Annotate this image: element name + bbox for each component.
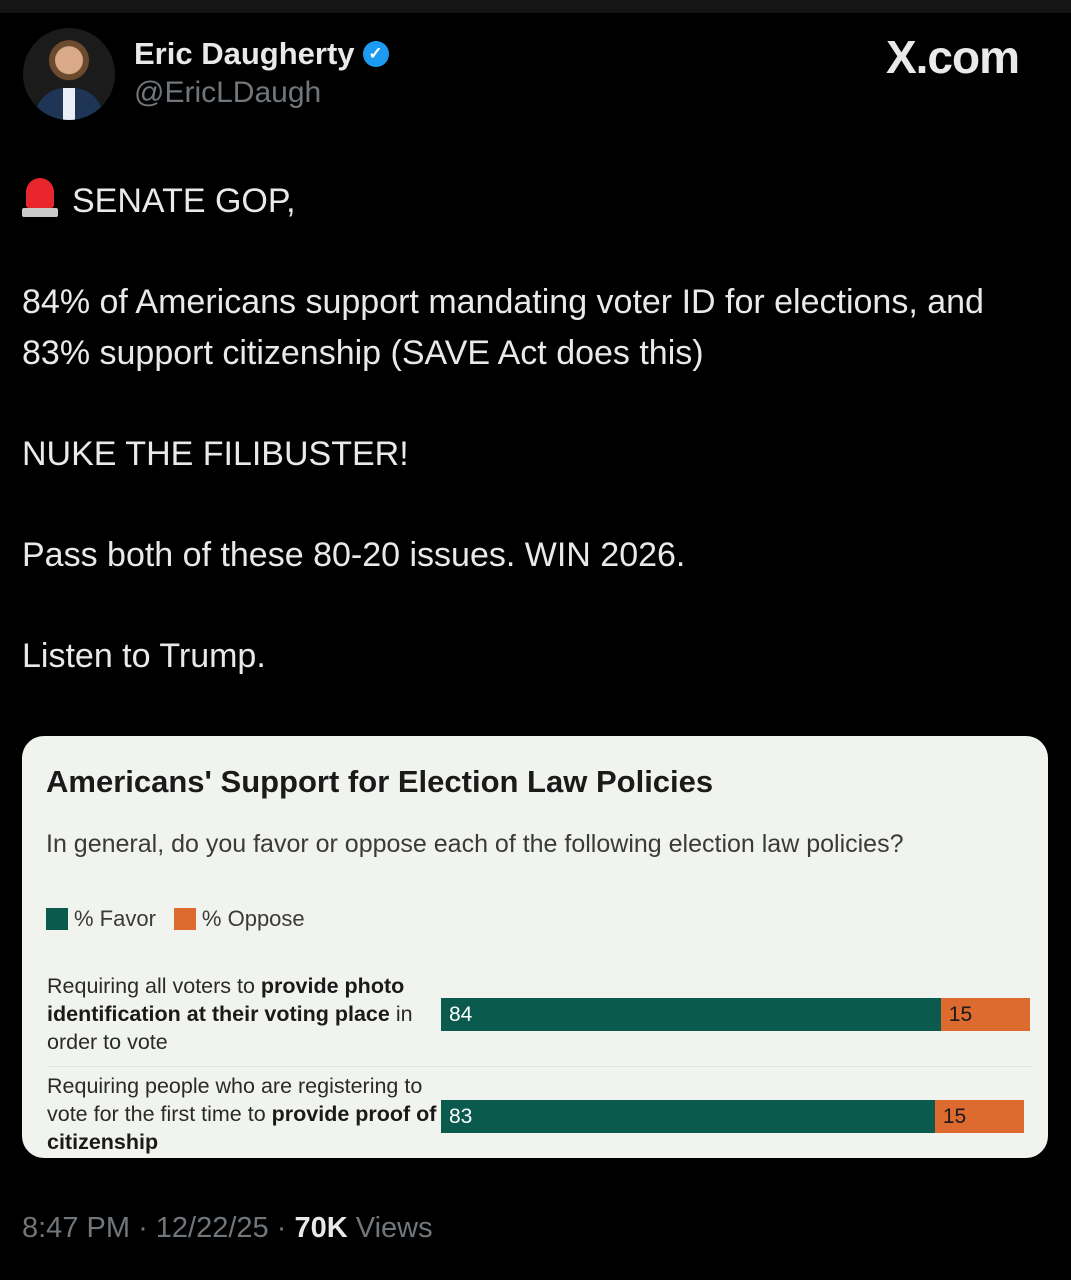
views-count: 70K [294, 1212, 348, 1244]
row-label-part: in order to vote [47, 1002, 413, 1054]
data-label: 15 [942, 1105, 967, 1128]
chart-title: Americans' Support for Election Law Poli… [46, 764, 714, 799]
chart-image[interactable]: Americans' Support for Election Law Poli… [22, 736, 1048, 1158]
top-strip [0, 0, 1071, 13]
tweet-text: SENATE GOP, 84% of Americans support man… [22, 176, 1042, 732]
tweet-meta: 8:47 PM · 12/22/25 · 70K Views [22, 1212, 433, 1245]
tweet-line: Listen to Trump. [22, 637, 266, 675]
row-label-part: Requiring all voters to [47, 974, 261, 998]
views-label: Views [355, 1212, 433, 1244]
row-label-part: Requiring people who are registering to … [47, 1074, 423, 1126]
legend-swatch-favor [46, 908, 68, 930]
tweet-line: NUKE THE FILIBUSTER! [22, 435, 409, 473]
separator: · [276, 1212, 287, 1244]
bar-favor: 83 [441, 1100, 935, 1133]
legend-swatch-oppose [173, 908, 196, 930]
author-name[interactable]: Eric Daugherty ✓ [134, 36, 389, 72]
data-label: 15 [948, 1003, 973, 1026]
row-label-part: provide photo identification at their vo… [47, 974, 405, 1026]
author-handle[interactable]: @EricLDaugh [134, 76, 322, 109]
bar-oppose: 15 [940, 998, 1031, 1031]
tweet-date[interactable]: 12/22/25 [155, 1212, 269, 1244]
tweet-line: SENATE GOP, [72, 182, 296, 220]
x-logo: X.com [885, 31, 1020, 83]
chart-legend: % Favor % Oppose [46, 906, 305, 932]
separator: · [138, 1212, 148, 1244]
data-label: 83 [449, 1105, 473, 1128]
bar-favor: 84 [441, 998, 941, 1031]
rotating-light-icon [22, 178, 58, 218]
tweet-line: 84% of Americans support mandating voter… [22, 283, 984, 372]
row-label: Requiring all voters to provide photo id… [47, 972, 437, 1056]
avatar[interactable] [23, 28, 115, 120]
legend-label-favor: % Favor [74, 906, 156, 931]
legend-label-oppose: % Oppose [201, 906, 305, 931]
data-label: 84 [449, 1003, 473, 1026]
tweet-time[interactable]: 8:47 PM [22, 1212, 130, 1244]
chart-subtitle: In general, do you favor or oppose each … [46, 830, 904, 858]
author-name-text: Eric Daugherty [134, 36, 355, 71]
row-divider [47, 1066, 1032, 1067]
tweet-line: Pass both of these 80-20 issues. WIN 202… [22, 536, 686, 574]
row-label-part: provide proof of citizenship [47, 1102, 437, 1154]
bar-oppose: 15 [934, 1100, 1025, 1133]
verified-badge-icon: ✓ [362, 41, 389, 67]
row-label: Requiring people who are registering to … [47, 1072, 437, 1156]
